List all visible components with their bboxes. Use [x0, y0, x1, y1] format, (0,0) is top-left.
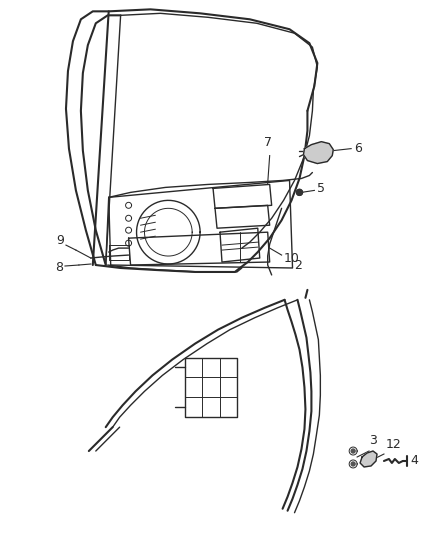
Text: 5: 5 [318, 182, 325, 195]
Text: 4: 4 [411, 455, 419, 467]
Polygon shape [360, 451, 377, 467]
Text: 2: 2 [294, 259, 302, 271]
Polygon shape [297, 189, 303, 196]
Text: 3: 3 [369, 434, 377, 447]
Polygon shape [304, 142, 333, 164]
Text: 10: 10 [283, 252, 300, 264]
Text: 12: 12 [386, 438, 402, 451]
Text: 9: 9 [56, 233, 64, 247]
Text: 8: 8 [55, 262, 63, 274]
Text: 6: 6 [354, 142, 362, 155]
Polygon shape [351, 462, 355, 466]
Text: 7: 7 [264, 135, 272, 149]
Polygon shape [351, 449, 355, 453]
